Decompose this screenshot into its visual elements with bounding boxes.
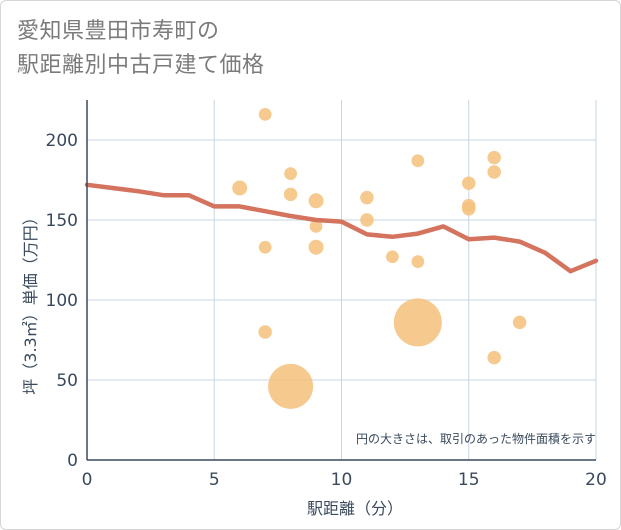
bubble-point-6 xyxy=(268,363,314,409)
bubble-point-15 xyxy=(393,298,442,347)
bubble-point-0 xyxy=(232,180,248,196)
bubble-point-5 xyxy=(283,187,298,202)
bubble-point-4 xyxy=(284,167,297,180)
bubble-point-16 xyxy=(462,176,476,190)
bubble-point-11 xyxy=(360,213,374,227)
bubble-point-20 xyxy=(487,165,501,179)
bubble-point-14 xyxy=(411,255,425,268)
y-tick-labels: 0 50 100 150 200 xyxy=(46,131,78,471)
bubble-series xyxy=(232,108,527,409)
y-tick-label-4: 200 xyxy=(46,131,78,151)
bubble-point-22 xyxy=(512,315,527,330)
bubble-point-9 xyxy=(308,239,324,255)
bubble-point-12 xyxy=(386,250,399,264)
chart-title-line-2: 駅距離別中古戸建て価格 xyxy=(17,53,265,78)
bubble-point-1 xyxy=(258,108,272,121)
y-axis-title: 坪（3.3㎡）単価（万円） xyxy=(21,209,40,394)
trend-series xyxy=(84,182,599,274)
x-axis-title: 駅距離（分） xyxy=(307,499,403,518)
grid-lines xyxy=(87,100,597,460)
x-tick-label-3: 15 xyxy=(458,470,480,490)
y-tick-label-0: 0 xyxy=(67,451,78,471)
x-tick-label-2: 10 xyxy=(331,470,353,490)
bubble-point-21 xyxy=(487,350,501,365)
bubble-point-10 xyxy=(360,190,374,205)
bubble-point-18 xyxy=(462,202,476,216)
bubble-point-7 xyxy=(308,193,324,209)
trend-line xyxy=(84,182,599,274)
x-tick-labels: 0 5 10 15 20 xyxy=(82,470,607,490)
bubble-point-2 xyxy=(258,240,272,254)
size-annotation: 円の大きさは、取引のあった物件面積を示す xyxy=(356,431,596,446)
bubble-point-3 xyxy=(258,325,272,339)
chart-title: 愛知県豊田市寿町の 駅距離別中古戸建て価格 xyxy=(17,15,265,83)
x-tick-label-1: 5 xyxy=(209,470,220,490)
axes xyxy=(86,100,596,461)
y-tick-label-2: 100 xyxy=(46,291,78,311)
x-tick-label-0: 0 xyxy=(82,470,93,490)
bubble-point-19 xyxy=(487,150,501,165)
bubble-point-8 xyxy=(309,220,323,233)
chart-title-line-1: 愛知県豊田市寿町の xyxy=(17,19,220,44)
y-tick-label-3: 150 xyxy=(46,211,78,231)
x-tick-label-4: 20 xyxy=(585,470,607,490)
y-tick-label-1: 50 xyxy=(56,371,78,391)
bubble-point-13 xyxy=(411,154,425,168)
